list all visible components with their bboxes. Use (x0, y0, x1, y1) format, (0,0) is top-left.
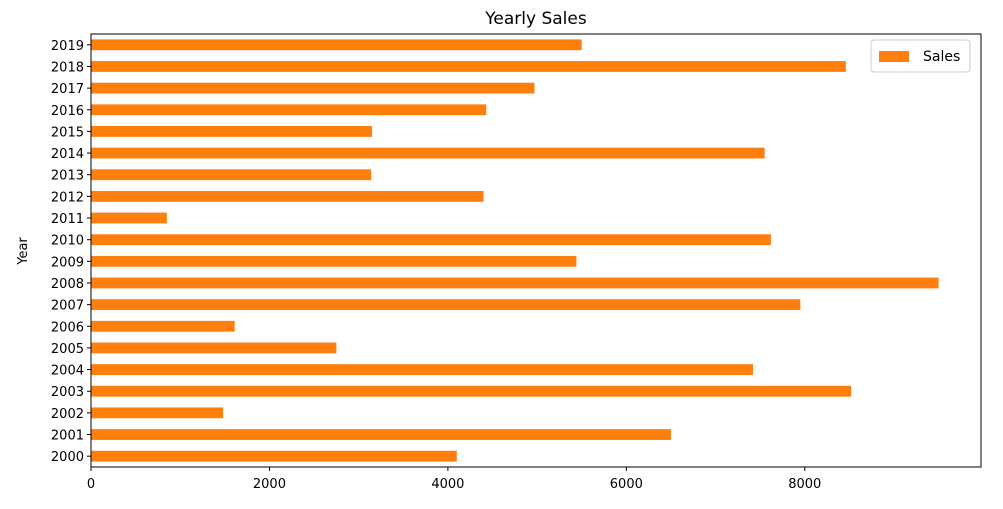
bar-2006 (91, 320, 235, 332)
bar-2003 (91, 385, 852, 397)
y-tick-label: 2013 (51, 169, 84, 184)
x-tick-label: 0 (87, 477, 95, 492)
bar-2016 (91, 104, 487, 116)
y-tick-label: 2006 (51, 320, 84, 335)
legend: Sales (870, 39, 971, 73)
y-axis-label: Year (16, 237, 31, 266)
bar-2008 (91, 277, 939, 289)
x-tick-label: 6000 (610, 477, 643, 492)
plot-frame (90, 33, 982, 468)
bar-2012 (91, 190, 484, 202)
y-tick-label: 2017 (51, 82, 84, 97)
y-tick-label: 2012 (51, 190, 84, 205)
legend-swatch (879, 51, 909, 62)
y-tick-label: 2009 (51, 255, 84, 270)
y-tick-label: 2014 (51, 147, 84, 162)
y-tick-label: 2001 (51, 429, 84, 444)
bar-2018 (91, 61, 846, 72)
bar-2019 (91, 39, 582, 51)
y-tick-label: 2002 (51, 407, 84, 422)
y-tick-label: 2015 (51, 125, 84, 140)
y-tick-label: 2019 (51, 39, 84, 54)
bar-2002 (91, 407, 224, 419)
y-tick-label: 2000 (51, 450, 84, 465)
y-tick-label: 2011 (51, 212, 84, 227)
y-tick-label: 2018 (51, 60, 84, 75)
bar-2015 (91, 126, 373, 137)
y-tick-label: 2005 (51, 342, 84, 357)
y-tick-label: 2016 (51, 104, 84, 119)
bar-2014 (91, 147, 765, 159)
bar-2013 (91, 169, 372, 181)
bar-2005 (91, 342, 337, 354)
legend-label: Sales (923, 49, 960, 65)
bar-2011 (91, 212, 167, 224)
y-tick-label: 2010 (51, 234, 84, 249)
bar-2017 (91, 82, 535, 94)
bar-2004 (91, 364, 754, 375)
axes-layer: 2000 2001 2002 2003 2004 2005 2006 2007 2008 2009… (51, 33, 982, 492)
bar-2010 (91, 234, 771, 246)
x-tick-label: 8000 (788, 477, 821, 492)
bars-layer (91, 39, 939, 462)
bar-2000 (91, 450, 457, 462)
y-tick-label: 2008 (51, 277, 84, 292)
x-tick-label: 2000 (253, 477, 286, 492)
y-tick-label: 2003 (51, 385, 84, 400)
bar-2009 (91, 255, 577, 267)
bar-2007 (91, 299, 801, 311)
x-tick-label: 4000 (431, 477, 464, 492)
chart-title: Yearly Sales (484, 9, 587, 29)
legend-frame (870, 39, 971, 73)
bar-2001 (91, 429, 671, 440)
y-tick-label: 2007 (51, 299, 84, 314)
y-tick-label: 2004 (51, 364, 84, 379)
